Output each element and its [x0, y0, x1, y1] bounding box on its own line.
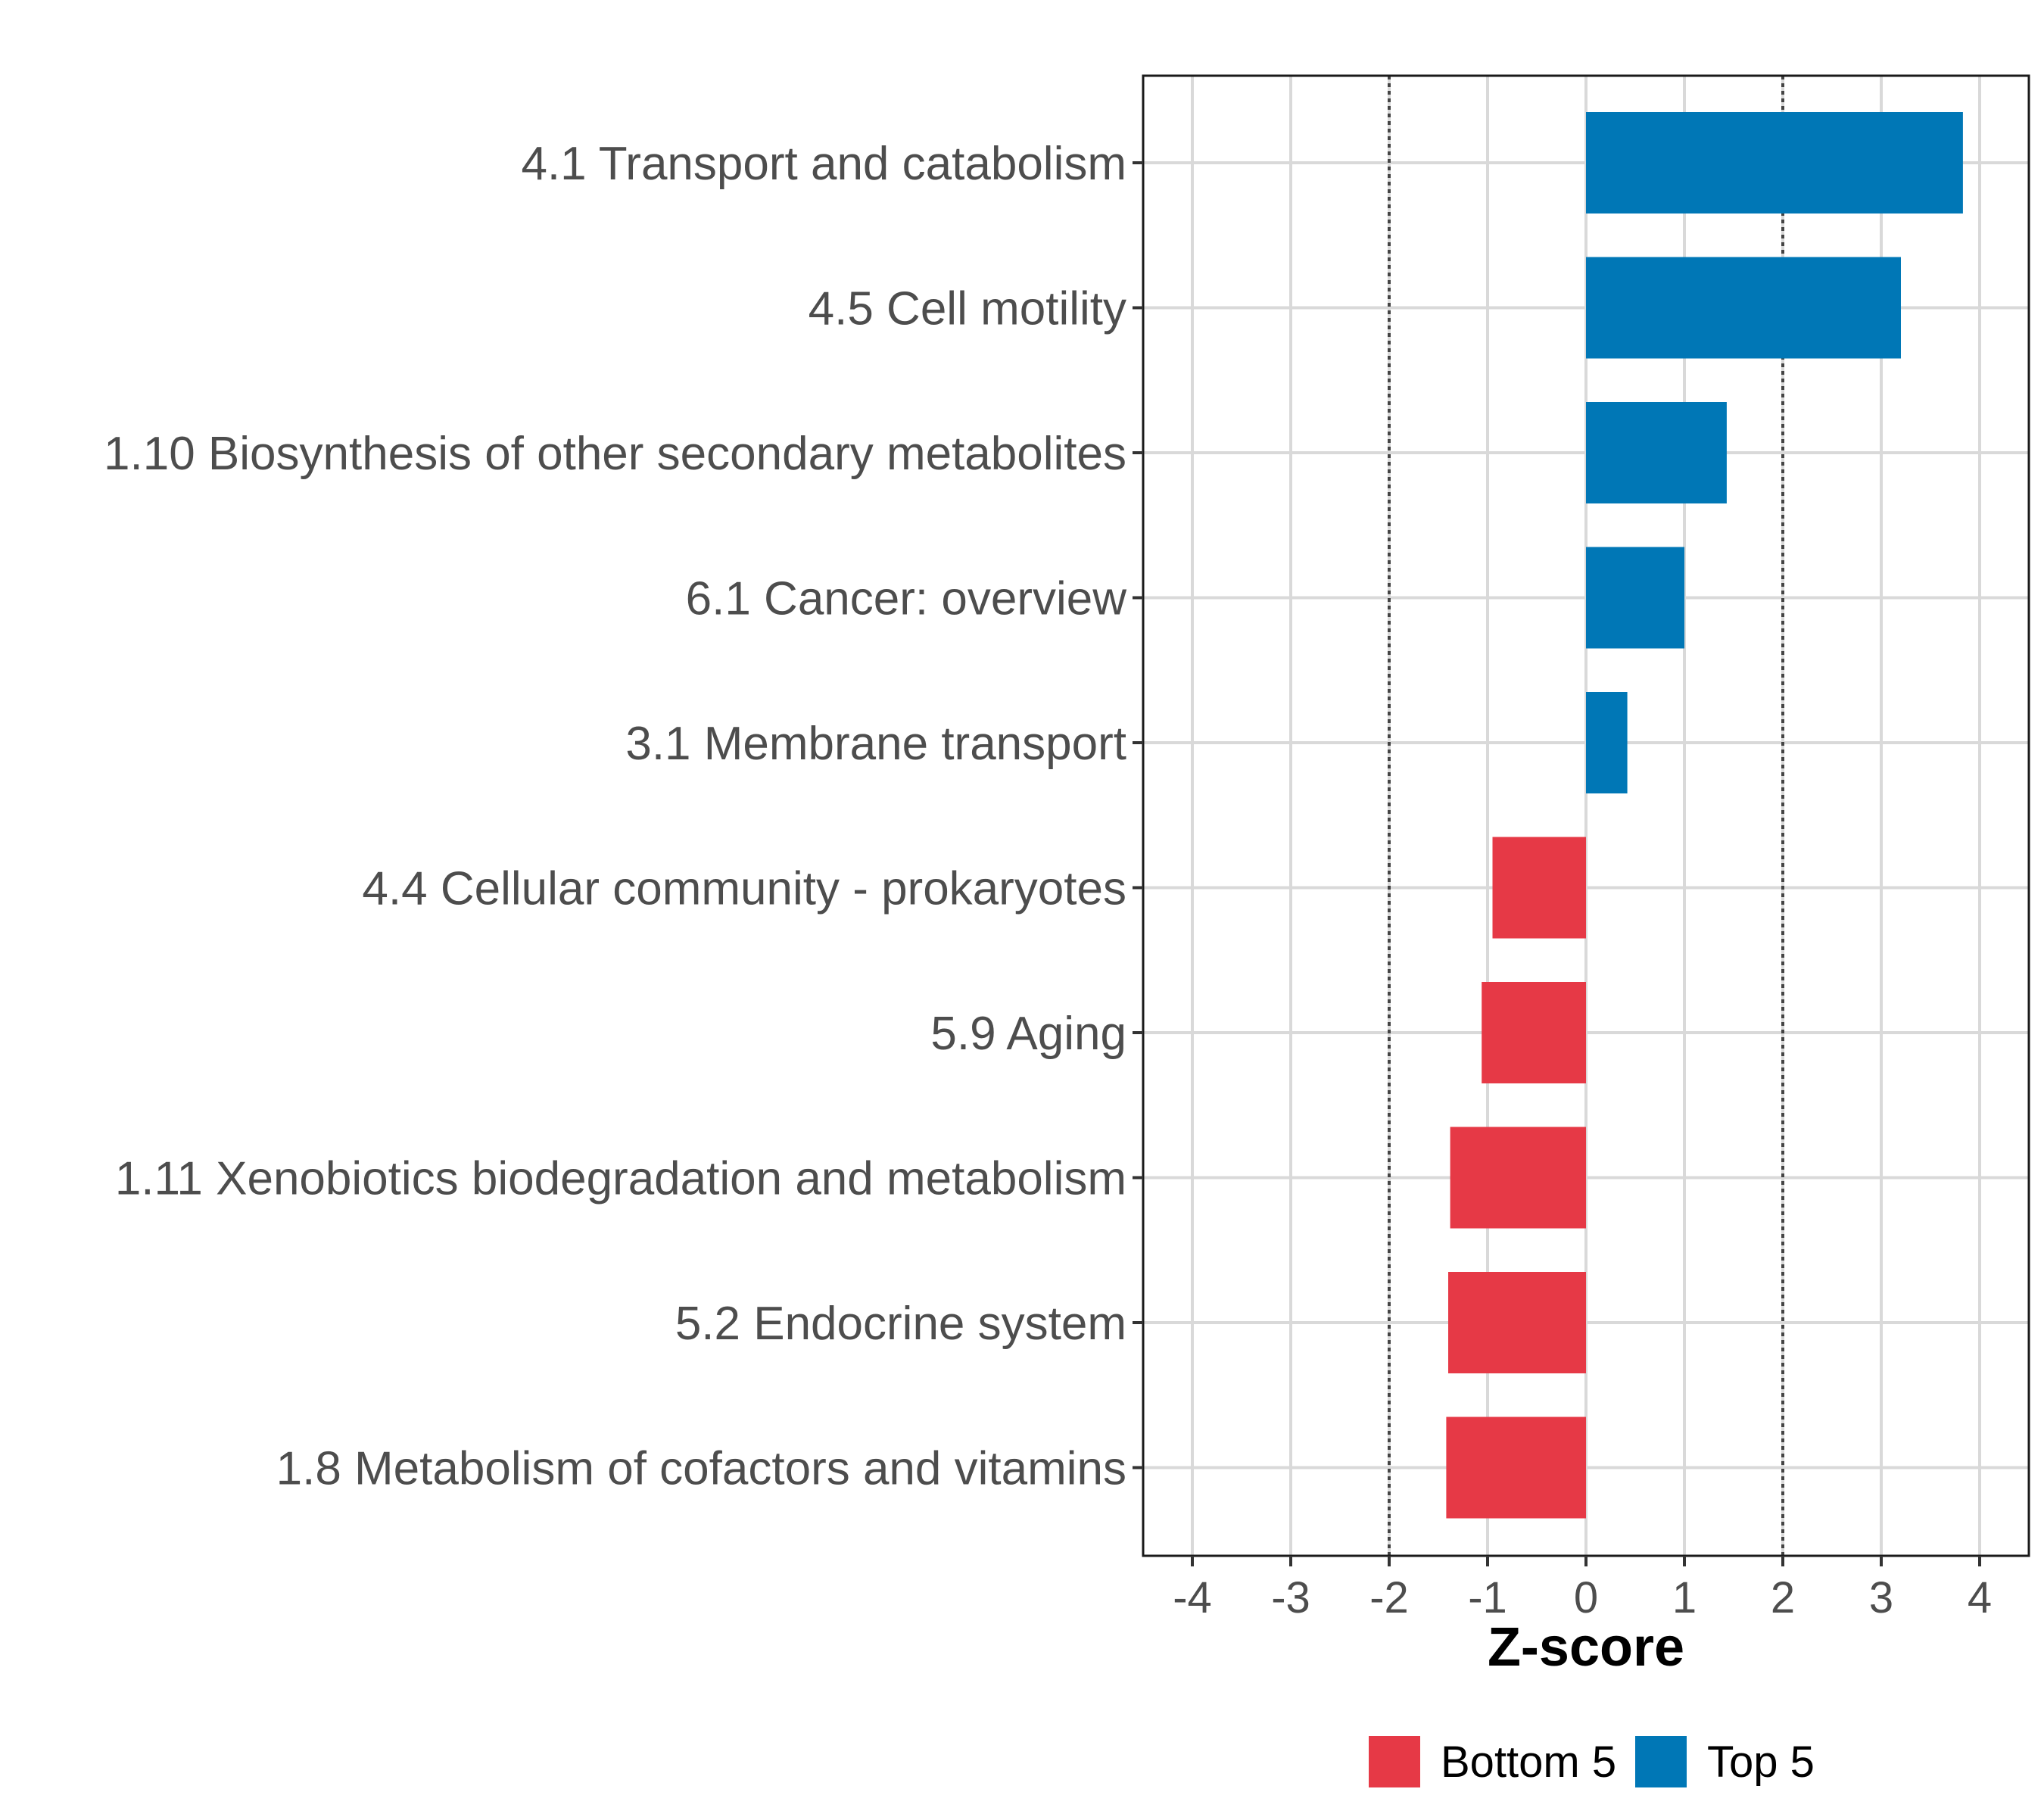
y-tick-label: 1.8 Metabolism of cofactors and vitamins — [276, 1443, 1126, 1495]
bar — [1446, 1417, 1586, 1519]
bar — [1492, 837, 1586, 939]
x-tick-label: -4 — [1173, 1573, 1212, 1622]
y-tick-label: 5.9 Aging — [930, 1008, 1126, 1060]
x-tick-label: -1 — [1468, 1573, 1507, 1622]
x-tick-label: -3 — [1271, 1573, 1310, 1622]
y-tick-label: 3.1 Membrane transport — [625, 718, 1126, 770]
x-tick-label: 0 — [1574, 1573, 1598, 1622]
bar — [1448, 1272, 1586, 1373]
bar — [1586, 257, 1901, 359]
y-tick-label: 4.1 Transport and catabolism — [521, 138, 1126, 190]
bar — [1482, 982, 1586, 1083]
y-tick-label: 4.5 Cell motility — [809, 283, 1126, 335]
bar — [1450, 1127, 1586, 1229]
y-tick-label: 1.10 Biosynthesis of other secondary met… — [104, 428, 1126, 480]
x-tick-label: 4 — [1968, 1573, 1992, 1622]
x-tick-label: 2 — [1771, 1573, 1795, 1622]
y-tick-label: 4.4 Cellular community - prokaryotes — [362, 863, 1126, 915]
bars — [1446, 112, 1963, 1519]
x-tick-label: -2 — [1369, 1573, 1409, 1622]
legend-label-top: Top 5 — [1707, 1738, 1815, 1787]
legend-label-bottom: Bottom 5 — [1441, 1738, 1616, 1787]
y-tick-label: 1.11 Xenobiotics biodegradation and meta… — [115, 1153, 1126, 1205]
y-axis: 4.1 Transport and catabolism 4.5 Cell mot… — [104, 138, 1143, 1495]
legend: Bottom 5 Top 5 — [1369, 1736, 1815, 1787]
bar — [1586, 547, 1684, 649]
y-tick-label: 6.1 Cancer: overview — [686, 573, 1127, 625]
bar — [1586, 402, 1727, 503]
x-axis: -4 -3 -2 -1 0 1 2 3 4 — [1173, 1556, 1992, 1622]
x-axis-title: Z-score — [1488, 1617, 1684, 1678]
legend-swatch-bottom — [1369, 1736, 1420, 1787]
x-tick-label: 3 — [1869, 1573, 1893, 1622]
legend-swatch-top — [1635, 1736, 1687, 1787]
y-tick-label: 5.2 Endocrine system — [675, 1298, 1126, 1350]
bar — [1586, 692, 1628, 793]
x-tick-label: 1 — [1672, 1573, 1697, 1622]
bar — [1586, 112, 1963, 213]
